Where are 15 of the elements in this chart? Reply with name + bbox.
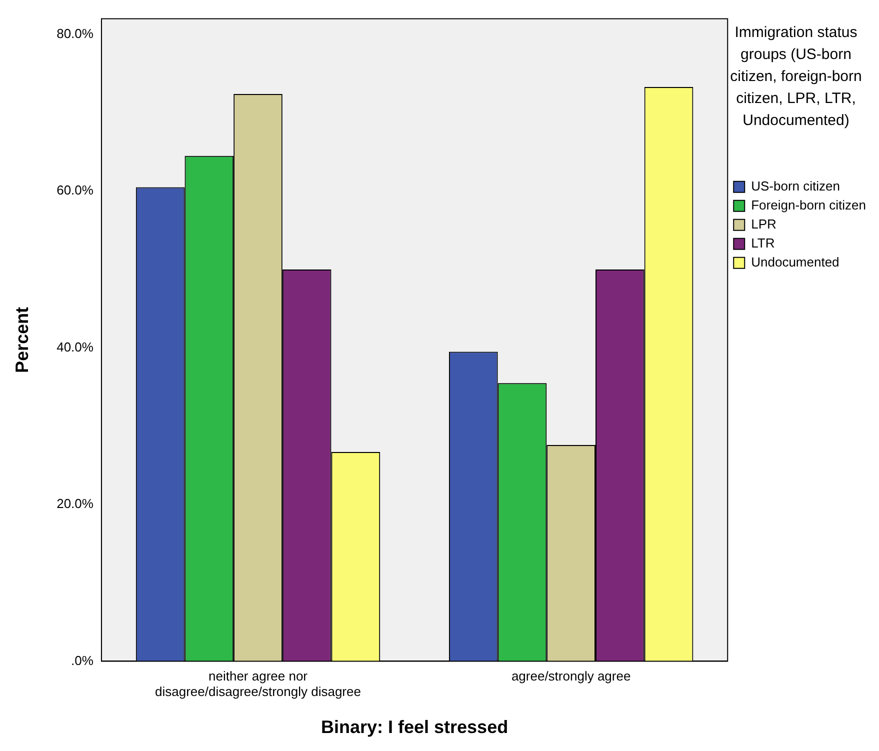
- x-tick-label: agree/strongly agree: [511, 668, 631, 684]
- legend-label: LTR: [751, 235, 775, 250]
- y-tick-label: 20.0%: [56, 496, 94, 512]
- legend-label: US-born citizen: [751, 178, 840, 194]
- legend-label: Undocumented: [751, 254, 840, 270]
- y-tick-label: 80.0%: [56, 26, 94, 42]
- legend-title: Immigration status groups (US-born citizen, foreign-born citizen, LPR, LTR, Undocumented): [729, 23, 863, 131]
- y-tick-label: 40.0%: [56, 339, 94, 354]
- y-axis-title: Percent: [12, 306, 32, 374]
- legend-label: Foreign-born citizen: [751, 197, 866, 212]
- legend-label: LPR: [751, 216, 776, 232]
- x-axis-title: Binary: I feel stressed: [320, 717, 508, 738]
- x-tick-label: neither agree nor disagree/disagree/strongly disagree: [155, 668, 361, 700]
- y-tick-label: 60.0%: [56, 182, 94, 198]
- y-tick-label: .0%: [71, 652, 94, 668]
